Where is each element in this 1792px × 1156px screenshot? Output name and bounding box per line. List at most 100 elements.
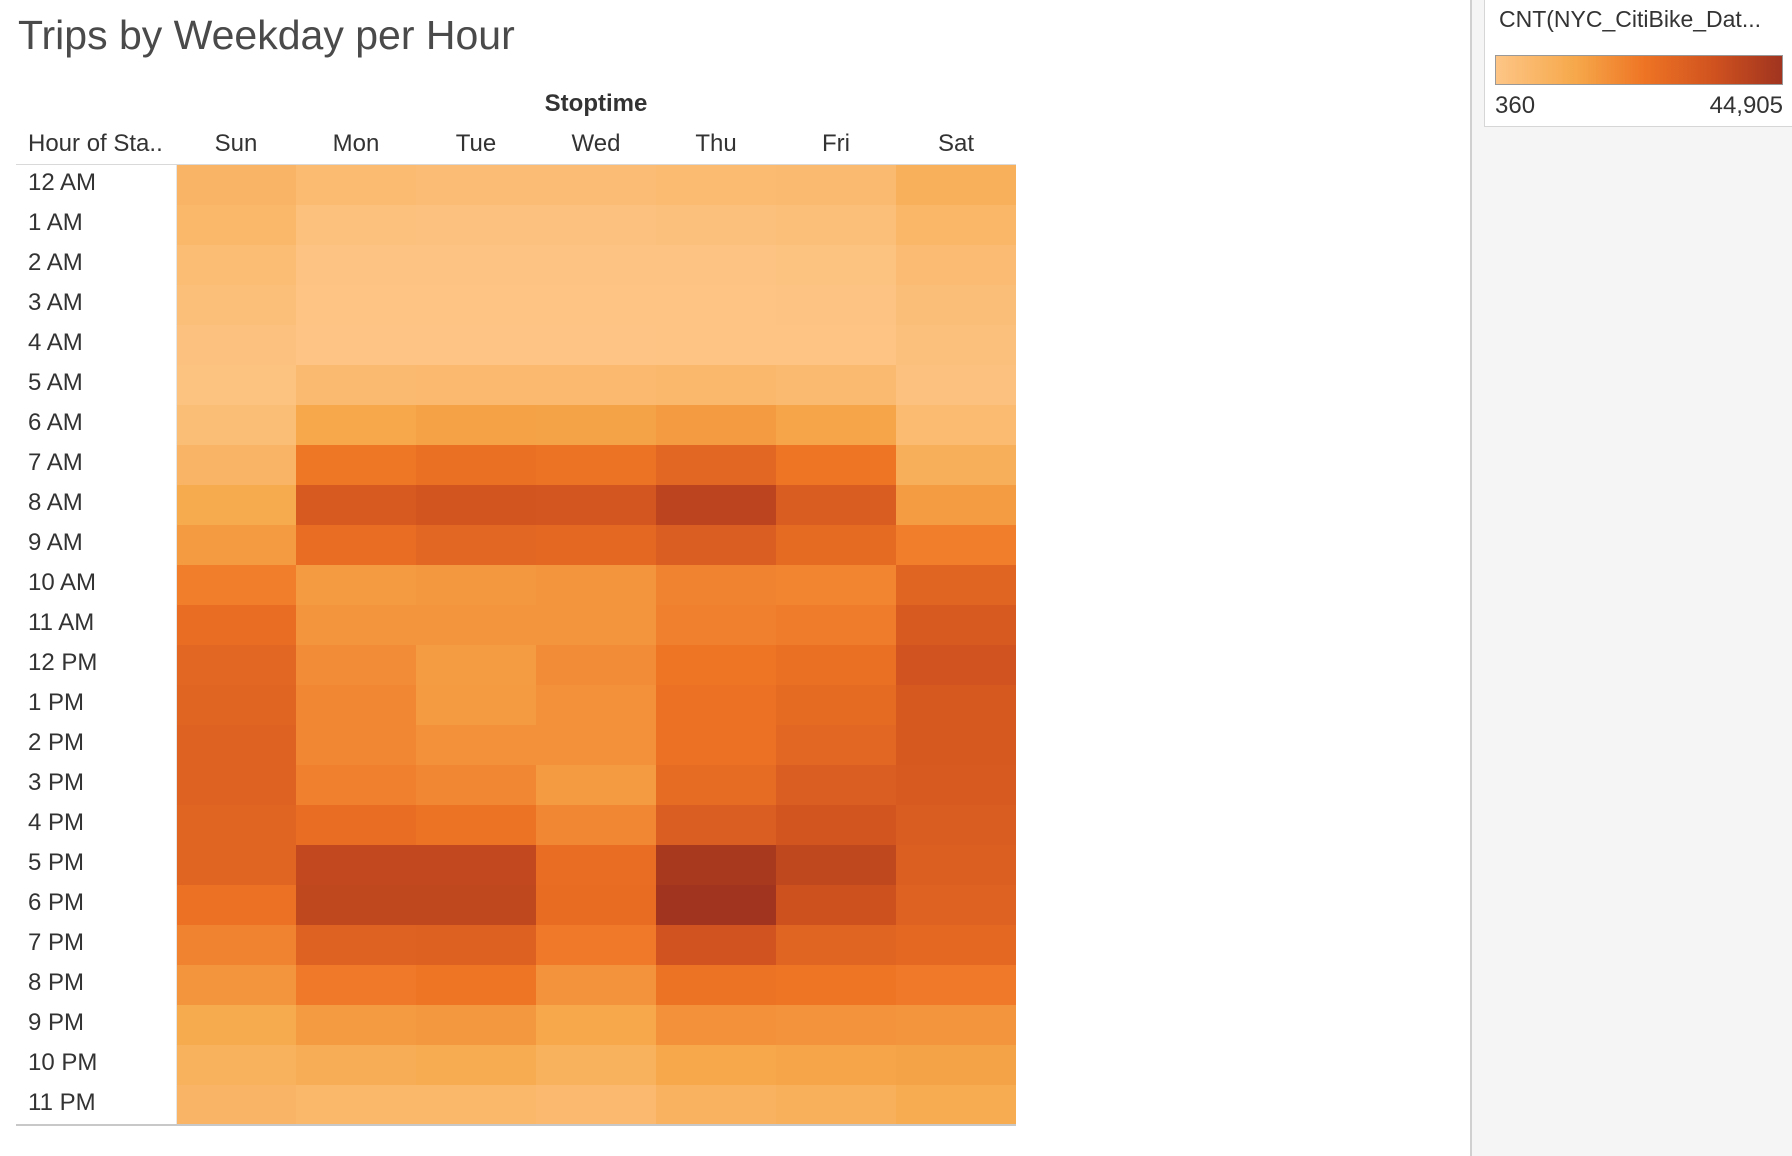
heatmap-cell[interactable] — [536, 285, 656, 325]
heatmap-cell[interactable] — [296, 1005, 416, 1045]
heatmap-cell[interactable] — [296, 405, 416, 445]
heatmap-cell[interactable] — [536, 565, 656, 605]
heatmap-cell[interactable] — [536, 645, 656, 685]
heatmap-cell[interactable] — [416, 1085, 536, 1125]
row-label[interactable]: 12 AM — [28, 169, 97, 196]
heatmap-cell[interactable] — [776, 485, 896, 525]
heatmap-cell[interactable] — [896, 325, 1016, 365]
row-label[interactable]: 5 AM — [28, 369, 83, 396]
heatmap-cell[interactable] — [296, 765, 416, 805]
heatmap-cell[interactable] — [656, 965, 776, 1005]
row-label[interactable]: 6 AM — [28, 409, 83, 436]
row-label[interactable]: 1 AM — [28, 209, 83, 236]
heatmap-cell[interactable] — [656, 205, 776, 245]
heatmap-cell[interactable] — [296, 845, 416, 885]
heatmap-cell[interactable] — [776, 845, 896, 885]
heatmap-cell[interactable] — [176, 885, 296, 925]
heatmap-cell[interactable] — [176, 1005, 296, 1045]
heatmap-cell[interactable] — [656, 605, 776, 645]
column-label-thu[interactable]: Thu — [695, 130, 737, 157]
heatmap-cell[interactable] — [296, 165, 416, 205]
heatmap-cell[interactable] — [296, 285, 416, 325]
row-label[interactable]: 8 AM — [28, 489, 83, 516]
heatmap-cell[interactable] — [896, 405, 1016, 445]
heatmap-cell[interactable] — [896, 725, 1016, 765]
heatmap-cell[interactable] — [416, 885, 536, 925]
row-label[interactable]: 5 PM — [28, 849, 85, 876]
heatmap-cell[interactable] — [896, 805, 1016, 845]
row-label[interactable]: 9 AM — [28, 529, 83, 556]
heatmap-cell[interactable] — [416, 365, 536, 405]
heatmap-cell[interactable] — [536, 605, 656, 645]
heatmap-cell[interactable] — [176, 325, 296, 365]
heatmap-cell[interactable] — [776, 325, 896, 365]
heatmap-cell[interactable] — [776, 285, 896, 325]
row-label[interactable]: 11 PM — [28, 1089, 96, 1116]
heatmap-cell[interactable] — [176, 245, 296, 285]
row-label[interactable]: 8 PM — [28, 969, 85, 996]
heatmap-cell[interactable] — [176, 445, 296, 485]
heatmap-cell[interactable] — [656, 525, 776, 565]
heatmap-cell[interactable] — [896, 485, 1016, 525]
heatmap-cell[interactable] — [656, 645, 776, 685]
column-label-mon[interactable]: Mon — [332, 130, 380, 157]
heatmap-cell[interactable] — [296, 685, 416, 725]
heatmap-cell[interactable] — [416, 405, 536, 445]
heatmap-cell[interactable] — [536, 525, 656, 565]
heatmap-cell[interactable] — [536, 925, 656, 965]
heatmap-cell[interactable] — [776, 605, 896, 645]
heatmap-cell[interactable] — [896, 685, 1016, 725]
heatmap-cell[interactable] — [296, 805, 416, 845]
heatmap-cell[interactable] — [296, 1045, 416, 1085]
heatmap-cell[interactable] — [176, 165, 296, 205]
heatmap-cell[interactable] — [536, 245, 656, 285]
heatmap-cell[interactable] — [656, 725, 776, 765]
row-label[interactable]: 3 PM — [28, 769, 85, 796]
heatmap-cell[interactable] — [656, 925, 776, 965]
heatmap-cell[interactable] — [536, 765, 656, 805]
heatmap-cell[interactable] — [656, 565, 776, 605]
heatmap-cell[interactable] — [176, 965, 296, 1005]
heatmap-cell[interactable] — [416, 485, 536, 525]
heatmap-cell[interactable] — [536, 1085, 656, 1125]
heatmap-cell[interactable] — [296, 605, 416, 645]
row-label[interactable]: 11 AM — [28, 609, 95, 636]
heatmap-cell[interactable] — [896, 885, 1016, 925]
heatmap-cell[interactable] — [536, 1045, 656, 1085]
heatmap-cell[interactable] — [296, 725, 416, 765]
heatmap-cell[interactable] — [896, 205, 1016, 245]
heatmap-cell[interactable] — [896, 605, 1016, 645]
color-legend[interactable]: CNT(NYC_CitiBike_Dat... 360 44,905 — [1484, 0, 1792, 127]
heatmap-cell[interactable] — [656, 1045, 776, 1085]
heatmap-cell[interactable] — [896, 285, 1016, 325]
heatmap-cell[interactable] — [296, 645, 416, 685]
heatmap-cell[interactable] — [536, 405, 656, 445]
heatmap-cell[interactable] — [656, 325, 776, 365]
row-label[interactable]: 1 PM — [28, 689, 85, 716]
heatmap-cell[interactable] — [656, 405, 776, 445]
heatmap-cell[interactable] — [896, 525, 1016, 565]
heatmap-cell[interactable] — [776, 645, 896, 685]
heatmap-cell[interactable] — [296, 925, 416, 965]
heatmap-cell[interactable] — [776, 1005, 896, 1045]
heatmap-cell[interactable] — [656, 1085, 776, 1125]
heatmap-cell[interactable] — [896, 1045, 1016, 1085]
heatmap-cell[interactable] — [176, 725, 296, 765]
column-label-tue[interactable]: Tue — [455, 130, 497, 157]
heatmap-cell[interactable] — [656, 685, 776, 725]
heatmap-cell[interactable] — [656, 805, 776, 845]
heatmap-cell[interactable] — [776, 805, 896, 845]
row-label[interactable]: 4 AM — [28, 329, 83, 356]
heatmap-cell[interactable] — [656, 485, 776, 525]
row-label[interactable]: 3 AM — [28, 289, 83, 316]
heatmap-cell[interactable] — [416, 685, 536, 725]
heatmap-cell[interactable] — [296, 565, 416, 605]
heatmap-cell[interactable] — [176, 845, 296, 885]
heatmap-cell[interactable] — [776, 925, 896, 965]
heatmap-cell[interactable] — [896, 365, 1016, 405]
heatmap-cell[interactable] — [176, 405, 296, 445]
row-label[interactable]: 12 PM — [28, 649, 98, 676]
heatmap-cell[interactable] — [416, 205, 536, 245]
heatmap-cell[interactable] — [416, 645, 536, 685]
heatmap-cell[interactable] — [536, 165, 656, 205]
